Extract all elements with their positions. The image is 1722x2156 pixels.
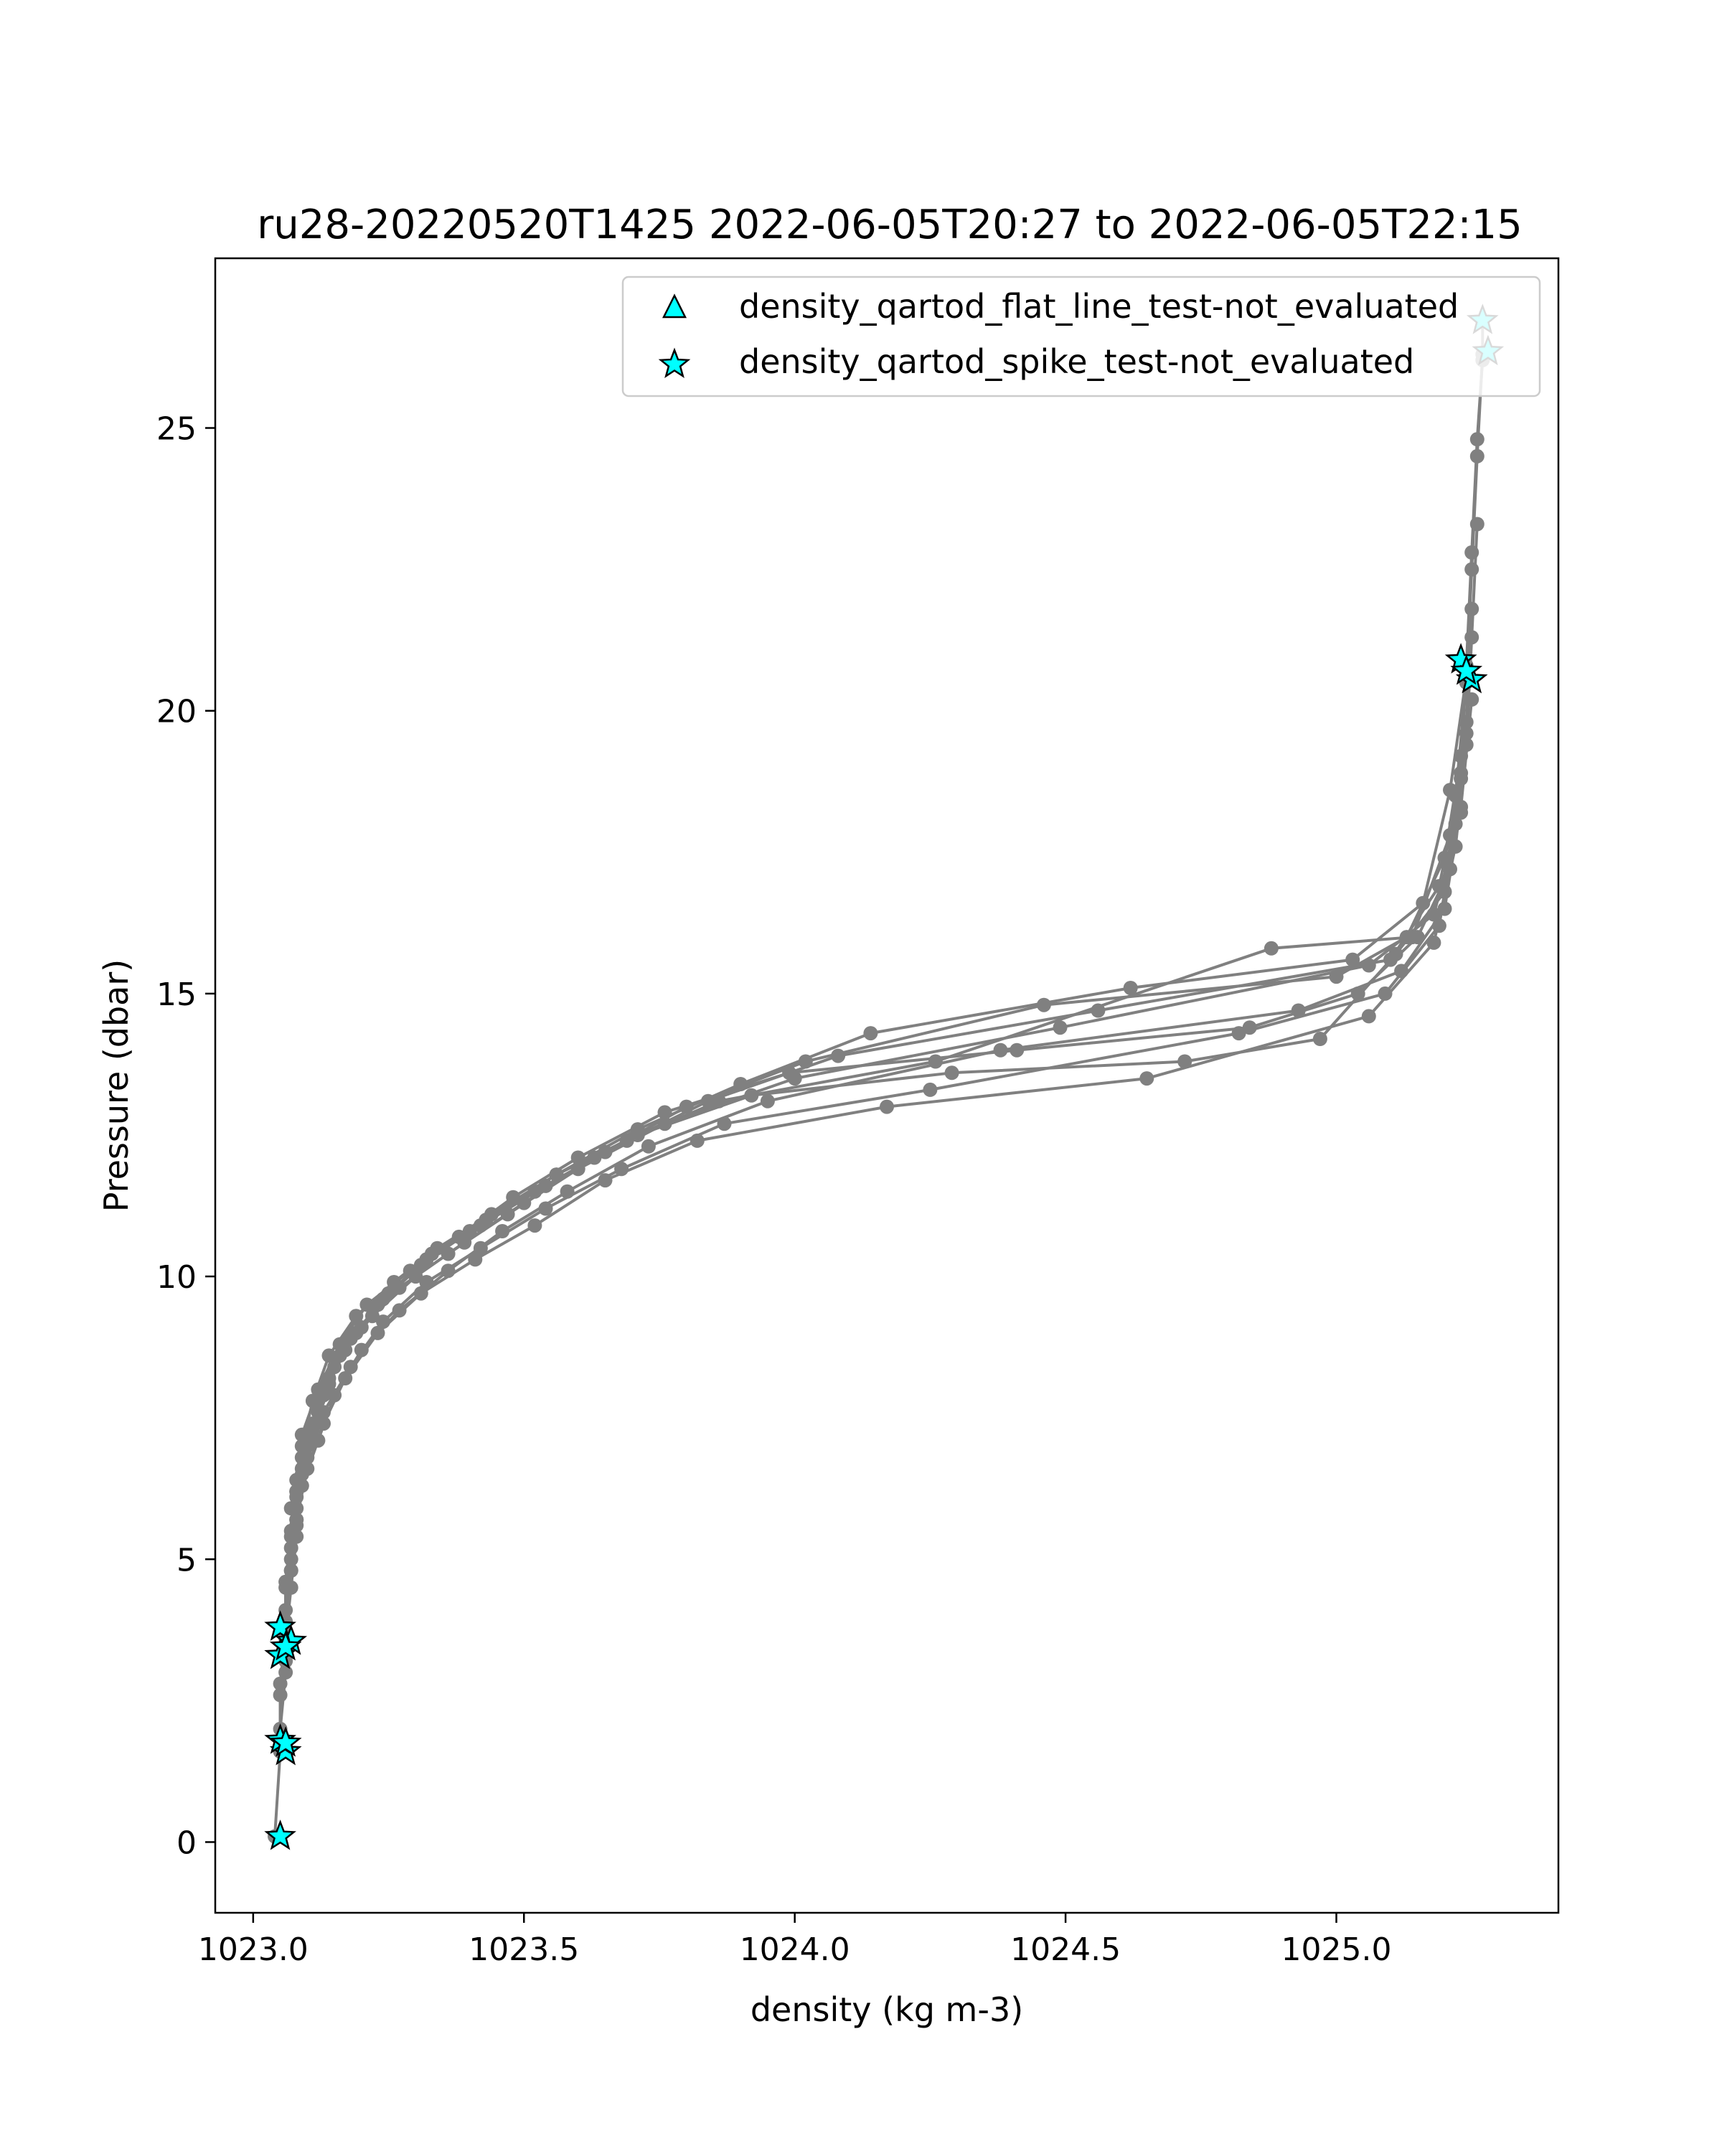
- y-tick-label: 5: [177, 1542, 197, 1578]
- data-point: [1123, 981, 1138, 995]
- data-point: [1091, 1003, 1106, 1018]
- x-tick-label: 1024.0: [740, 1931, 850, 1968]
- spike-test-flag-star: [264, 1820, 296, 1850]
- data-point: [527, 1218, 542, 1233]
- data-point: [760, 1093, 775, 1108]
- data-point: [1469, 517, 1485, 532]
- data-point: [993, 1042, 1008, 1058]
- data-point: [311, 1433, 326, 1448]
- data-point: [1426, 907, 1441, 922]
- spike-test-flag-star: [1450, 654, 1483, 685]
- x-tick-label: 1024.5: [1010, 1931, 1121, 1968]
- data-point: [1036, 997, 1051, 1012]
- y-tick-label: 0: [177, 1825, 197, 1861]
- data-point: [928, 1054, 943, 1069]
- data-point: [283, 1540, 298, 1555]
- data-point: [441, 1263, 456, 1279]
- data-point: [1312, 1032, 1327, 1046]
- data-point: [283, 1501, 298, 1516]
- legend-entry-spike-test: density_qartod_spike_test-not_evaluated: [739, 342, 1414, 381]
- data-point: [1264, 941, 1279, 956]
- data-point: [289, 1518, 304, 1533]
- legend-box: [621, 276, 1541, 397]
- spike-test-flag-star: [269, 1629, 302, 1661]
- data-point: [1383, 952, 1398, 967]
- data-point: [1345, 952, 1360, 967]
- data-point: [923, 1082, 938, 1097]
- data-point: [787, 1071, 802, 1086]
- data-point: [1454, 805, 1469, 820]
- data-point: [359, 1297, 375, 1312]
- legend-entry-flat-line-test: density_qartod_flat_line_test-not_evalua…: [739, 287, 1459, 326]
- data-point: [392, 1280, 407, 1295]
- data-point: [300, 1433, 315, 1448]
- data-point: [338, 1342, 353, 1357]
- data-point: [1010, 1042, 1025, 1058]
- data-point: [614, 1162, 629, 1177]
- y-tick-label: 20: [156, 694, 197, 730]
- data-point: [1454, 771, 1469, 786]
- data-point: [880, 1099, 894, 1114]
- y-tick-label: 25: [156, 411, 197, 448]
- data-point: [327, 1388, 342, 1403]
- data-point: [1177, 1054, 1192, 1069]
- data-point: [1459, 726, 1474, 741]
- data-point: [1437, 901, 1452, 916]
- y-tick-label: 10: [156, 1259, 197, 1296]
- x-tick-label: 1025.0: [1281, 1931, 1392, 1968]
- legend-triangle-icon: [662, 293, 687, 319]
- data-point: [863, 1026, 878, 1041]
- data-point: [392, 1303, 407, 1318]
- data-point: [1378, 986, 1393, 1001]
- x-axis: 1023.0 1023.5 1024.0 1024.5 1025.0: [198, 1913, 1392, 1968]
- data-point: [1394, 964, 1409, 979]
- data-point: [283, 1580, 298, 1595]
- spike-test-flag-star: [264, 1610, 296, 1641]
- data-point: [1469, 432, 1485, 447]
- data-point: [831, 1048, 846, 1063]
- data-point: [1231, 1026, 1246, 1041]
- data-point: [413, 1258, 428, 1273]
- data-point: [527, 1184, 542, 1199]
- data-point: [1139, 1071, 1154, 1086]
- y-axis: 0 5 10 15 20 25: [156, 411, 215, 1861]
- data-point: [560, 1184, 575, 1199]
- data-point: [278, 1665, 293, 1680]
- legend: density_qartod_flat_line_test-not_evalua…: [621, 276, 1541, 397]
- data-point: [1361, 1009, 1376, 1024]
- data-point: [1464, 601, 1479, 616]
- data-point: [1464, 692, 1479, 707]
- data-point: [354, 1342, 369, 1357]
- data-point: [462, 1224, 477, 1238]
- y-axis-label: Pressure (dbar): [97, 959, 136, 1212]
- data-point: [1291, 1003, 1306, 1018]
- plot-frame: [214, 257, 1560, 1914]
- data-point: [1431, 879, 1446, 894]
- y-tick-label: 15: [156, 976, 197, 1013]
- legend-star-icon: [658, 347, 691, 379]
- data-point: [468, 1252, 483, 1267]
- data-point: [944, 1065, 959, 1081]
- data-point: [289, 1484, 304, 1499]
- data-point: [370, 1297, 385, 1312]
- data-point: [1053, 1020, 1068, 1035]
- data-point: [283, 1563, 298, 1578]
- data-point: [316, 1388, 331, 1403]
- x-tick-label: 1023.5: [469, 1931, 579, 1968]
- data-point: [641, 1139, 656, 1154]
- x-axis-label: density (kg m-3): [751, 1990, 1023, 2029]
- data-point: [700, 1093, 715, 1108]
- data-point: [349, 1309, 364, 1324]
- spike-test-flag-star: [269, 1726, 302, 1757]
- plot-area: [264, 303, 1505, 1850]
- data-point: [538, 1201, 553, 1216]
- data-point: [598, 1144, 613, 1159]
- chart-title: ru28-20220520T1425 2022-06-05T20:27 to 2…: [257, 202, 1522, 248]
- x-tick-label: 1023.0: [198, 1931, 309, 1968]
- data-point: [495, 1224, 510, 1238]
